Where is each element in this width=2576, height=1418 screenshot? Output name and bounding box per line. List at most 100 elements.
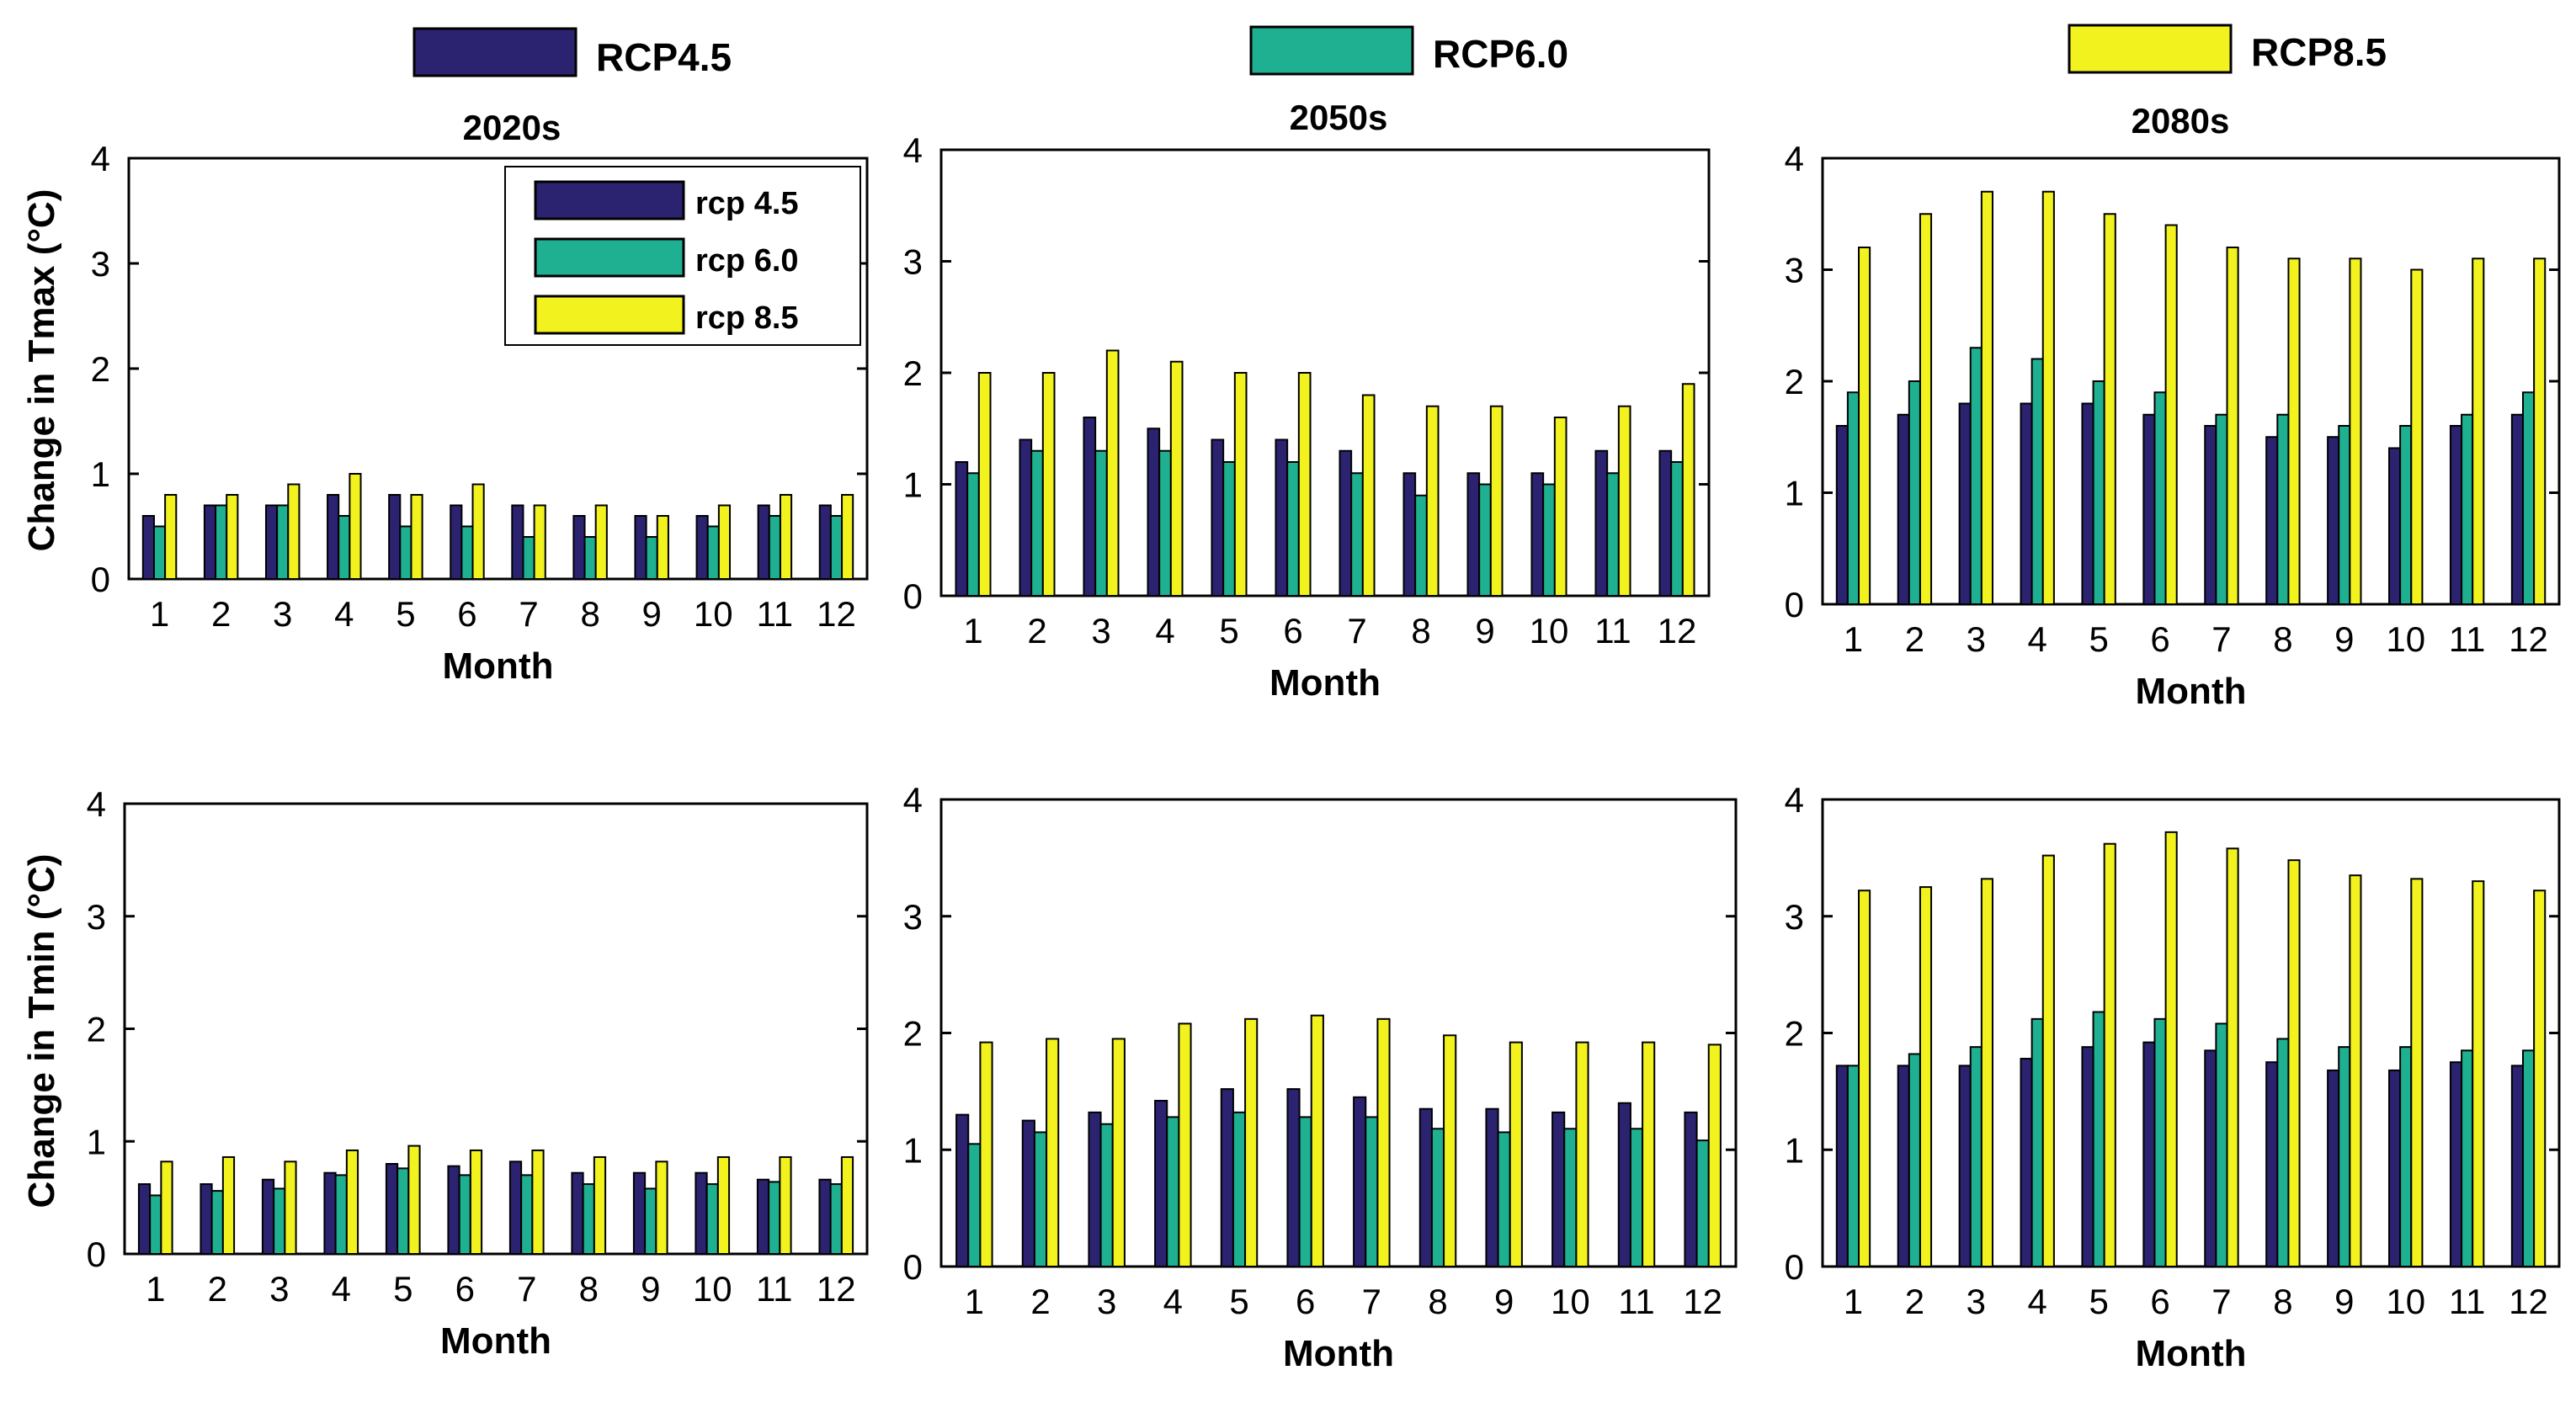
x-tick-label: 10 — [2386, 1282, 2425, 1321]
bar-rcp60-month-2 — [1908, 1053, 1921, 1267]
bar-rcp45-month-12 — [2510, 413, 2524, 605]
x-tick-label: 1 — [963, 611, 982, 651]
y-tick-label: 1 — [91, 454, 110, 494]
bar-rcp45-month-7 — [2204, 425, 2217, 605]
x-tick-label: 11 — [1618, 1282, 1655, 1321]
x-tick-label: 1 — [150, 594, 169, 634]
bar-rcp45-month-9 — [2327, 1069, 2340, 1268]
inner-legend: rcp 4.5 rcp 6.0 rcp 8.5 — [504, 166, 861, 346]
bar-rcp45-month-11 — [1617, 1102, 1631, 1267]
x-tick-label: 7 — [517, 1269, 536, 1309]
x-tick-label: 9 — [642, 594, 662, 634]
bar-rcp60-month-5 — [1232, 1111, 1247, 1267]
y-tick-label: 4 — [903, 780, 923, 820]
x-tick-label: 3 — [1091, 611, 1110, 651]
bar-rcp85-month-9 — [2349, 258, 2362, 605]
bar-rcp85-month-2 — [1919, 213, 1933, 605]
bar-rcp45-month-2 — [1897, 1065, 1910, 1267]
bar-rcp60-month-9 — [2338, 425, 2351, 605]
plot-area — [123, 802, 869, 1256]
y-tick-label: 1 — [903, 465, 923, 505]
x-tick-label: 10 — [693, 1269, 732, 1309]
bar-rcp45-month-5 — [2081, 1046, 2094, 1268]
bar-rcp85-month-7 — [2226, 247, 2239, 605]
bar-rcp45-month-6 — [2142, 1041, 2156, 1267]
x-tick-label: 5 — [2089, 619, 2108, 659]
y-tick-label: 1 — [87, 1122, 106, 1161]
x-tick-label: 3 — [1967, 1282, 1986, 1321]
x-tick-label: 9 — [2334, 1282, 2354, 1321]
bar-rcp85-month-3 — [1105, 349, 1120, 597]
x-tick-label: 8 — [579, 1269, 599, 1309]
x-axis-label: Month — [1283, 1333, 1394, 1374]
bar-rcp85-month-4 — [1178, 1022, 1192, 1268]
bar-rcp85-month-12 — [1681, 383, 1695, 597]
x-tick-label: 11 — [756, 1269, 793, 1309]
y-tick-label: 1 — [1785, 474, 1804, 513]
bar-rcp85-month-5 — [1244, 1017, 1259, 1267]
x-tick-label: 3 — [1097, 1282, 1116, 1321]
x-tick-label: 1 — [1844, 619, 1863, 659]
bar-rcp85-month-11 — [2472, 880, 2485, 1267]
y-tick-label: 4 — [903, 130, 923, 170]
panel-title-2050s: 2050s — [1290, 98, 1388, 137]
plot-area — [1821, 798, 2561, 1268]
bar-rcp85-month-7 — [1376, 1017, 1391, 1267]
bar-rcp60-month-11 — [768, 515, 781, 580]
bar-rcp45-month-3 — [1958, 402, 1972, 605]
bar-rcp45-month-4 — [1147, 428, 1161, 597]
bar-rcp45-month-12 — [2510, 1065, 2524, 1267]
x-tick-label: 8 — [2273, 1282, 2292, 1321]
bar-rcp60-month-2 — [1030, 449, 1044, 597]
x-tick-label: 2 — [211, 594, 231, 634]
bar-rcp85-month-4 — [345, 1149, 359, 1255]
bar-rcp60-month-3 — [1094, 449, 1108, 597]
bar-rcp85-month-12 — [840, 1155, 854, 1255]
bar-rcp60-month-2 — [1033, 1131, 1048, 1267]
x-tick-label: 4 — [334, 594, 354, 634]
x-tick-label: 11 — [2449, 619, 2486, 659]
y-tick-label: 3 — [1785, 897, 1804, 937]
x-tick-label: 8 — [580, 594, 599, 634]
bar-rcp45-month-8 — [1418, 1107, 1433, 1267]
bar-rcp60-month-3 — [1969, 1046, 1983, 1268]
bar-rcp45-month-8 — [2265, 1061, 2279, 1267]
bar-rcp60-month-9 — [1497, 1131, 1511, 1267]
panel-title-2080s: 2080s — [2132, 101, 2230, 141]
bar-rcp85-month-6 — [1297, 372, 1312, 597]
inner-legend-swatch-rcp45 — [534, 180, 685, 220]
bar-rcp60-month-10 — [705, 1183, 719, 1255]
y-tick-label: 4 — [1785, 139, 1804, 178]
bar-rcp45-month-2 — [203, 504, 217, 580]
bar-rcp45-month-6 — [450, 504, 463, 580]
bar-rcp60-month-9 — [2338, 1046, 2351, 1268]
bar-rcp45-month-5 — [385, 1163, 399, 1255]
x-tick-label: 1 — [1844, 1282, 1863, 1321]
bar-rcp60-month-8 — [1414, 494, 1428, 597]
bar-rcp60-month-12 — [2521, 391, 2536, 605]
bar-rcp85-month-5 — [410, 494, 423, 580]
bar-rcp45-month-10 — [2388, 1069, 2402, 1268]
bar-rcp85-month-11 — [779, 494, 793, 580]
bar-rcp45-month-1 — [955, 1113, 970, 1267]
x-tick-label: 5 — [393, 1269, 412, 1309]
bar-rcp60-month-11 — [1629, 1128, 1644, 1268]
bar-rcp60-month-4 — [1158, 449, 1172, 597]
bar-rcp45-month-8 — [2265, 436, 2279, 605]
bar-rcp60-month-10 — [1542, 483, 1556, 597]
bar-rcp60-month-1 — [1846, 391, 1860, 605]
bar-rcp45-month-3 — [1088, 1111, 1102, 1267]
legend-swatch-rcp45 — [412, 27, 577, 77]
bar-rcp60-month-3 — [1969, 347, 1983, 605]
bar-rcp85-month-2 — [221, 1155, 236, 1255]
bar-rcp60-month-12 — [829, 515, 844, 580]
bar-rcp45-month-11 — [2449, 425, 2463, 605]
x-axis-label: Month — [2136, 1333, 2247, 1374]
bar-rcp45-month-6 — [2142, 413, 2156, 605]
x-tick-label: 5 — [1229, 1282, 1248, 1321]
bar-rcp45-month-6 — [447, 1165, 460, 1256]
bar-rcp45-month-2 — [1021, 1119, 1035, 1267]
bar-rcp60-month-11 — [2461, 413, 2474, 605]
x-tick-label: 2 — [1030, 1282, 1050, 1321]
